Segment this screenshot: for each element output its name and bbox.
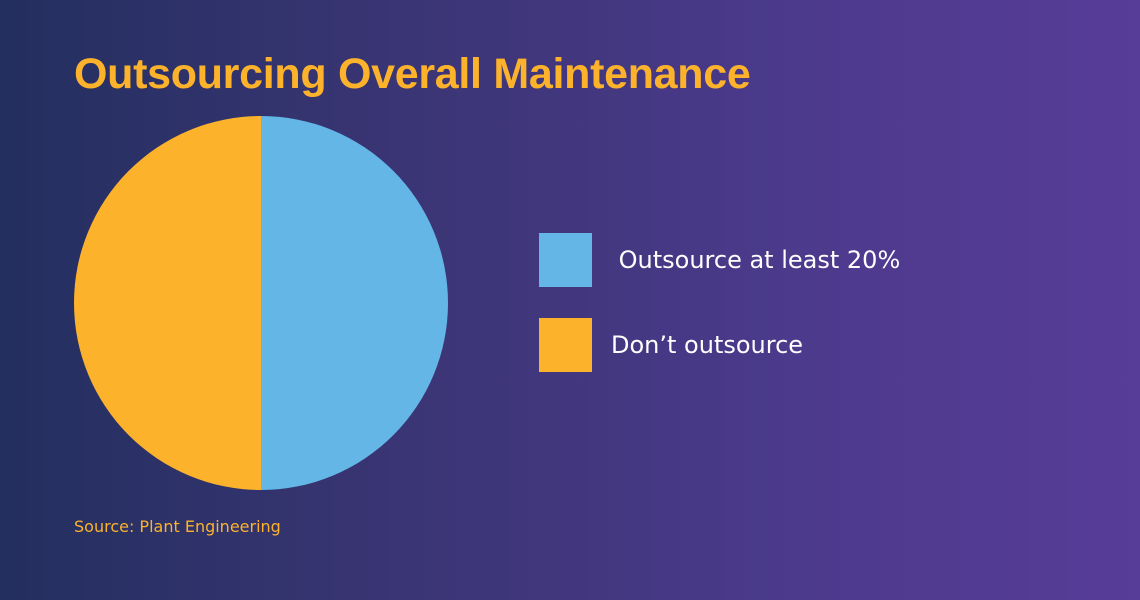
pie-chart bbox=[74, 116, 448, 490]
pie-slice-1 bbox=[74, 116, 261, 490]
legend-item: Outsource at least 20% bbox=[539, 233, 959, 287]
source-note: Source: Plant Engineering bbox=[74, 517, 281, 536]
legend-swatch bbox=[539, 318, 592, 372]
legend-label: Don’t outsource bbox=[611, 331, 804, 359]
legend-item: Don’t outsource bbox=[539, 318, 959, 372]
pie-slice-0 bbox=[261, 116, 448, 490]
chart-title: Outsourcing Overall Maintenance bbox=[74, 50, 751, 98]
legend-swatch bbox=[539, 233, 592, 287]
legend-label: Outsource at least 20% bbox=[611, 246, 901, 274]
